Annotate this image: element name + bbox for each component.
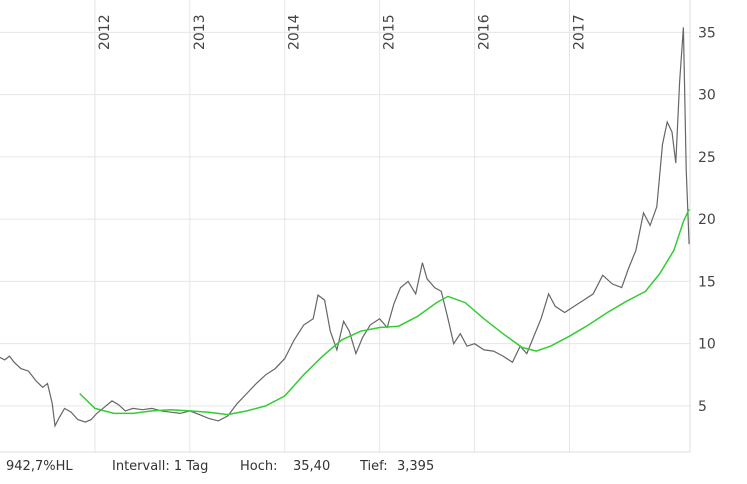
x-tick-label: 2017 (571, 14, 587, 50)
low-value: 3,395 (397, 459, 434, 474)
high-label: Hoch: (240, 459, 278, 474)
y-tick-label: 35 (698, 25, 716, 41)
x-tick-label: 2013 (192, 14, 208, 50)
y-tick-label: 15 (698, 274, 716, 290)
series-line (79, 208, 690, 416)
x-tick-label: 2015 (382, 14, 398, 50)
y-tick-label: 30 (698, 88, 716, 104)
x-tick-label: 2014 (287, 14, 303, 50)
low-label: Tief: (359, 459, 388, 474)
series-line (0, 27, 690, 428)
y-tick-label: 25 (698, 150, 716, 166)
x-tick-label: 2016 (477, 14, 493, 50)
high-value: 35,40 (293, 459, 330, 474)
y-tick-label: 5 (698, 399, 707, 415)
y-tick-label: 20 (698, 212, 716, 228)
y-tick-label: 10 (698, 337, 716, 353)
range-info: 942,7%HL (6, 459, 73, 474)
x-tick-label: 2012 (97, 14, 113, 50)
footer: 942,7%HL Intervall: 1 Tag Hoch: 35,40 Ti… (6, 459, 434, 474)
interval-info: Intervall: 1 Tag (112, 459, 208, 474)
